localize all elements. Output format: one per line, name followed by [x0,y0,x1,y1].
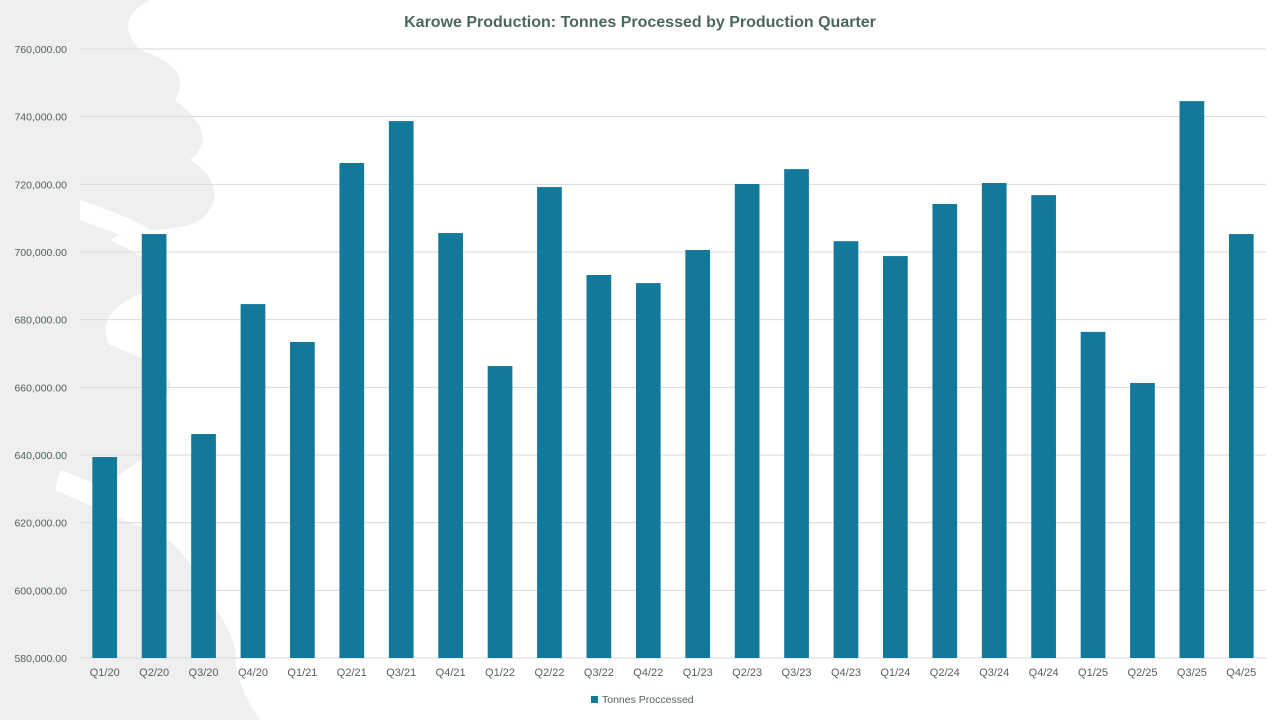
bar [240,304,266,658]
legend-label: Tonnes Proccessed [602,694,694,706]
y-tick-label: 660,000.00 [14,382,67,394]
bar [883,256,908,658]
bar [685,249,711,658]
x-tick-label: Q2/23 [732,667,762,679]
bar [191,434,216,658]
bar [290,341,315,658]
bar [833,241,859,658]
x-tick-label: Q4/23 [831,667,861,679]
bar [537,187,562,659]
bar [734,183,760,658]
x-tick-label: Q4/21 [436,667,466,679]
y-tick-label: 760,000.00 [14,44,67,56]
bar [388,121,414,658]
x-axis: Q1/20 Q2/20 Q3/20 Q4/20 Q1/21 Q2/21 Q3/21 Q4/21… [90,667,1257,679]
chart-title: Karowe Production: Tonnes Processed by P… [404,14,876,31]
x-tick-label: Q2/25 [1127,667,1157,679]
bar [339,163,365,659]
bar [932,203,958,658]
gridlines [80,48,1266,659]
x-tick-label: Q4/24 [1029,667,1059,679]
y-tick-label: 720,000.00 [14,179,67,191]
bar [487,366,513,658]
bar [141,234,167,658]
x-tick-label: Q3/24 [979,667,1009,679]
x-tick-label: Q2/24 [930,667,960,679]
bar [1130,382,1155,658]
bar [92,457,118,658]
x-tick-label: Q2/21 [337,667,367,679]
y-tick-label: 740,000.00 [14,112,67,124]
y-tick-label: 680,000.00 [14,315,67,327]
y-tick-label: 640,000.00 [14,450,67,462]
y-tick-label: 580,000.00 [14,653,67,665]
x-tick-label: Q4/25 [1226,667,1256,679]
bar [981,182,1007,659]
bar [1031,195,1056,658]
x-tick-label: Q4/22 [633,667,663,679]
x-tick-label: Q3/21 [386,667,416,679]
x-tick-label: Q3/22 [584,667,614,679]
x-tick-label: Q1/22 [485,667,515,679]
x-tick-label: Q3/23 [782,667,812,679]
bar [438,233,463,658]
x-tick-label: Q1/23 [683,667,713,679]
legend-swatch [591,696,598,703]
y-tick-label: 620,000.00 [14,518,67,530]
x-tick-label: Q1/21 [287,667,317,679]
x-tick-label: Q1/25 [1078,667,1108,679]
legend: Tonnes Proccessed [591,694,694,706]
x-tick-label: Q1/20 [90,667,120,679]
x-tick-label: Q3/25 [1177,667,1207,679]
bar [586,275,612,658]
bars [92,101,1254,659]
x-tick-label: Q1/24 [880,667,910,679]
bar [635,283,661,658]
x-tick-label: Q4/20 [238,667,268,679]
bar [784,169,809,658]
bar [1080,331,1106,658]
y-tick-label: 700,000.00 [14,247,67,259]
y-axis: 580,000.00 600,000.00 620,000.00 640,000.00… [14,44,67,665]
bar [1179,101,1205,658]
x-tick-label: Q2/20 [139,667,169,679]
x-tick-label: Q3/20 [189,667,219,679]
bar [1228,234,1254,658]
y-tick-label: 600,000.00 [14,585,67,597]
x-tick-label: Q2/22 [534,667,564,679]
